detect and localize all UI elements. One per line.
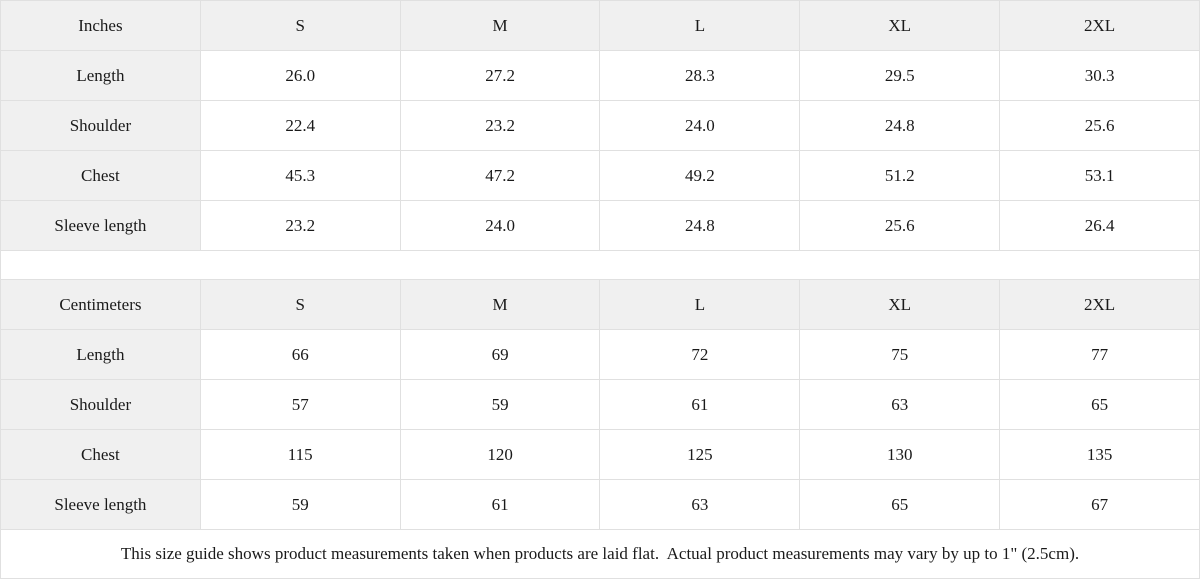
table-spacer-row [0,250,1200,280]
measurement-cell: 23.2 [399,100,601,151]
row-label-length: Length [0,329,201,380]
measurement-cell: 63 [599,479,801,530]
measurement-cell: 24.8 [599,200,801,251]
measurement-cell: 45.3 [199,150,401,201]
measurement-cell: 57 [199,379,401,430]
centimeters-header-row: Centimeters S M L XL 2XL [0,279,1200,330]
row-label-chest: Chest [0,150,201,201]
row-label-sleeve-length: Sleeve length [0,479,201,530]
measurement-cell: 49.2 [599,150,801,201]
measurement-cell: 77 [999,329,1200,380]
measurement-cell: 125 [599,429,801,480]
measurement-cell: 65 [999,379,1200,430]
size-header-2xl: 2XL [999,279,1200,330]
footer-note-row: This size guide shows product measuremen… [0,529,1200,579]
table-row-cm-sleeve: Sleeve length 59 61 63 65 67 [0,479,1200,530]
size-header-s: S [199,279,401,330]
table-row-cm-chest: Chest 115 120 125 130 135 [0,429,1200,480]
measurement-cell: 65 [799,479,1001,530]
measurement-cell: 47.2 [399,150,601,201]
measurement-cell: 24.0 [599,100,801,151]
measurement-cell: 26.0 [199,50,401,101]
unit-header-inches: Inches [0,0,201,51]
measurement-cell: 28.3 [599,50,801,101]
table-row-inches-length: Length 26.0 27.2 28.3 29.5 30.3 [0,50,1200,101]
size-header-s: S [199,0,401,51]
measurement-cell: 66 [199,329,401,380]
measurement-cell: 135 [999,429,1200,480]
measurement-cell: 29.5 [799,50,1001,101]
measurement-cell: 63 [799,379,1001,430]
measurement-cell: 130 [799,429,1001,480]
measurement-cell: 51.2 [799,150,1001,201]
inches-header-row: Inches S M L XL 2XL [0,0,1200,51]
row-label-shoulder: Shoulder [0,379,201,430]
measurement-cell: 23.2 [199,200,401,251]
row-label-sleeve-length: Sleeve length [0,200,201,251]
table-row-inches-shoulder: Shoulder 22.4 23.2 24.0 24.8 25.6 [0,100,1200,151]
size-header-xl: XL [799,0,1001,51]
unit-header-centimeters: Centimeters [0,279,201,330]
row-label-chest: Chest [0,429,201,480]
size-header-xl: XL [799,279,1001,330]
measurement-cell: 115 [199,429,401,480]
size-guide-note: This size guide shows product measuremen… [0,529,1200,579]
size-header-l: L [599,279,801,330]
measurement-cell: 24.8 [799,100,1001,151]
size-header-l: L [599,0,801,51]
measurement-cell: 22.4 [199,100,401,151]
row-label-length: Length [0,50,201,101]
table-row-inches-sleeve: Sleeve length 23.2 24.0 24.8 25.6 26.4 [0,200,1200,251]
measurement-cell: 59 [199,479,401,530]
table-row-cm-length: Length 66 69 72 75 77 [0,329,1200,380]
measurement-cell: 59 [399,379,601,430]
size-header-m: M [399,0,601,51]
measurement-cell: 27.2 [399,50,601,101]
table-row-cm-shoulder: Shoulder 57 59 61 63 65 [0,379,1200,430]
measurement-cell: 25.6 [799,200,1001,251]
measurement-cell: 69 [399,329,601,380]
measurement-cell: 61 [399,479,601,530]
measurement-cell: 67 [999,479,1200,530]
row-label-shoulder: Shoulder [0,100,201,151]
measurement-cell: 72 [599,329,801,380]
size-header-2xl: 2XL [999,0,1200,51]
measurement-cell: 75 [799,329,1001,380]
measurement-cell: 120 [399,429,601,480]
measurement-cell: 24.0 [399,200,601,251]
table-row-inches-chest: Chest 45.3 47.2 49.2 51.2 53.1 [0,150,1200,201]
table-spacer [0,250,1200,280]
measurement-cell: 53.1 [999,150,1200,201]
measurement-cell: 25.6 [999,100,1200,151]
measurement-cell: 30.3 [999,50,1200,101]
measurement-cell: 61 [599,379,801,430]
measurement-cell: 26.4 [999,200,1200,251]
size-header-m: M [399,279,601,330]
